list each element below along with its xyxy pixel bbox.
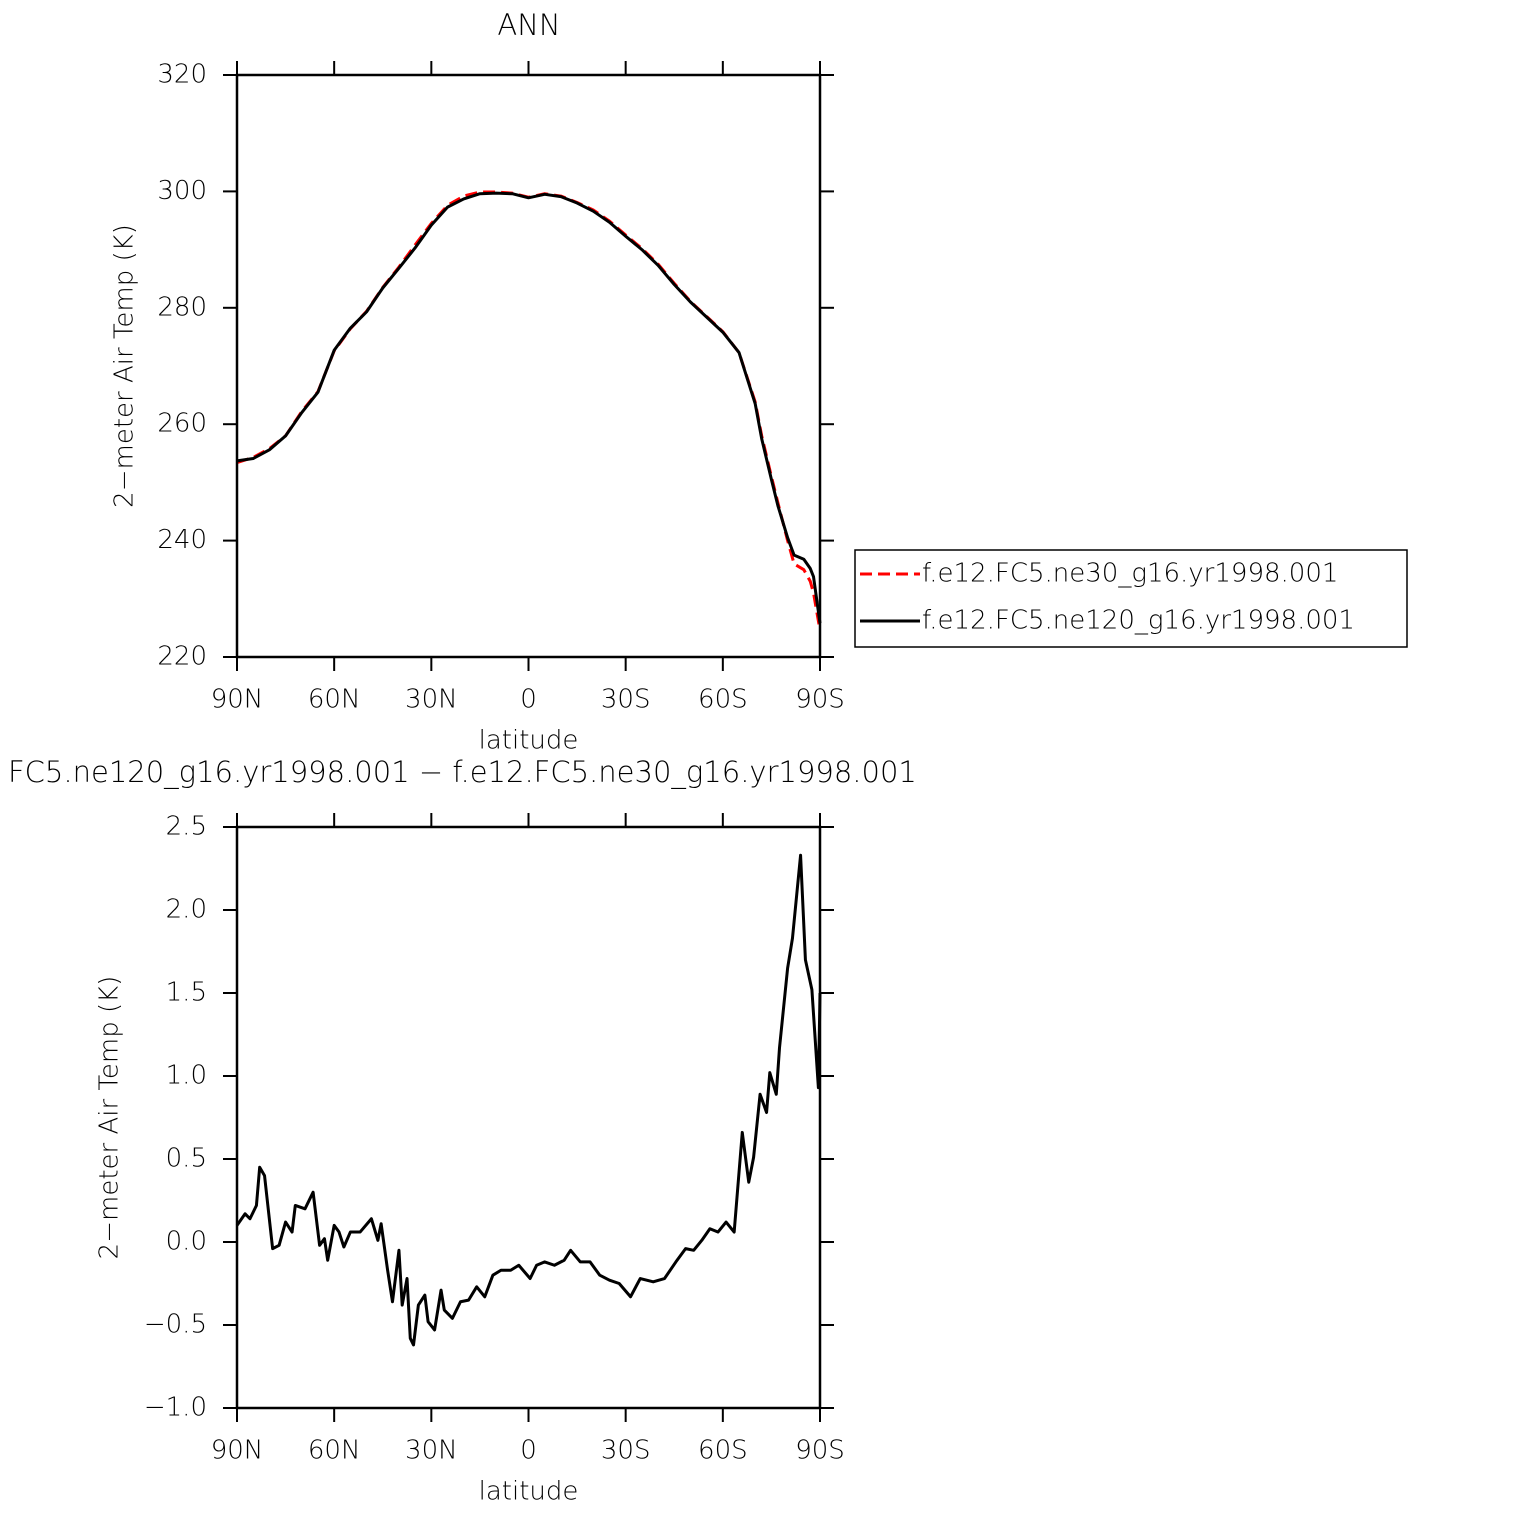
y-tick-label: 1.5 (166, 978, 207, 1008)
x-tick-label: 90N (211, 1436, 264, 1466)
x-tick-label: 30S (601, 685, 651, 715)
x-tick-label: 60N (308, 685, 361, 715)
y-tick-label: −0.5 (144, 1310, 207, 1340)
y-tick-label: 320 (157, 60, 207, 90)
data-line (235, 853, 822, 1347)
y-tick-label: 0.0 (166, 1227, 207, 1257)
legend-label: f.e12.FC5.ne30_g16.yr1998.001 (922, 559, 1338, 589)
chart-title: FC5.ne120_g16.yr1998.001 − f.e12.FC5.ne3… (8, 755, 917, 790)
legend-label: f.e12.FC5.ne120_g16.yr1998.001 (922, 606, 1355, 636)
legend-box (854, 549, 1408, 648)
y-tick-label: 260 (157, 409, 207, 439)
y-axis-label: 2−meter Air Temp (K) (95, 976, 125, 1260)
x-axis-label: latitude (479, 726, 579, 756)
y-tick-label: 1.0 (166, 1061, 207, 1091)
x-tick-label: 60S (698, 1436, 748, 1466)
y-tick-label: 280 (157, 292, 207, 322)
data-line (236, 191, 822, 624)
plot-frame (235, 73, 822, 659)
y-tick-label: 220 (157, 642, 207, 672)
x-tick-label: 30N (405, 1436, 458, 1466)
x-tick-label: 60S (698, 685, 748, 715)
y-tick-label: 2.5 (166, 812, 207, 842)
x-tick-label: 90S (795, 1436, 845, 1466)
y-axis-label: 2−meter Air Temp (K) (110, 224, 140, 508)
y-tick-label: −1.0 (144, 1393, 207, 1423)
x-tick-label: 30S (601, 1436, 651, 1466)
x-tick-label: 30N (405, 685, 458, 715)
y-tick-label: 300 (157, 176, 207, 206)
x-axis-label: latitude (479, 1477, 579, 1507)
x-tick-label: 90N (211, 685, 264, 715)
x-tick-label: 60N (308, 1436, 361, 1466)
plot-frame (235, 825, 822, 1410)
y-tick-label: 0.5 (166, 1144, 207, 1174)
x-tick-label: 0 (520, 685, 537, 715)
chart-title: ANN (497, 8, 560, 42)
x-tick-label: 90S (795, 685, 845, 715)
x-tick-label: 0 (520, 1436, 537, 1466)
y-tick-label: 2.0 (166, 895, 207, 925)
y-tick-label: 240 (157, 525, 207, 555)
data-line (236, 190, 822, 631)
